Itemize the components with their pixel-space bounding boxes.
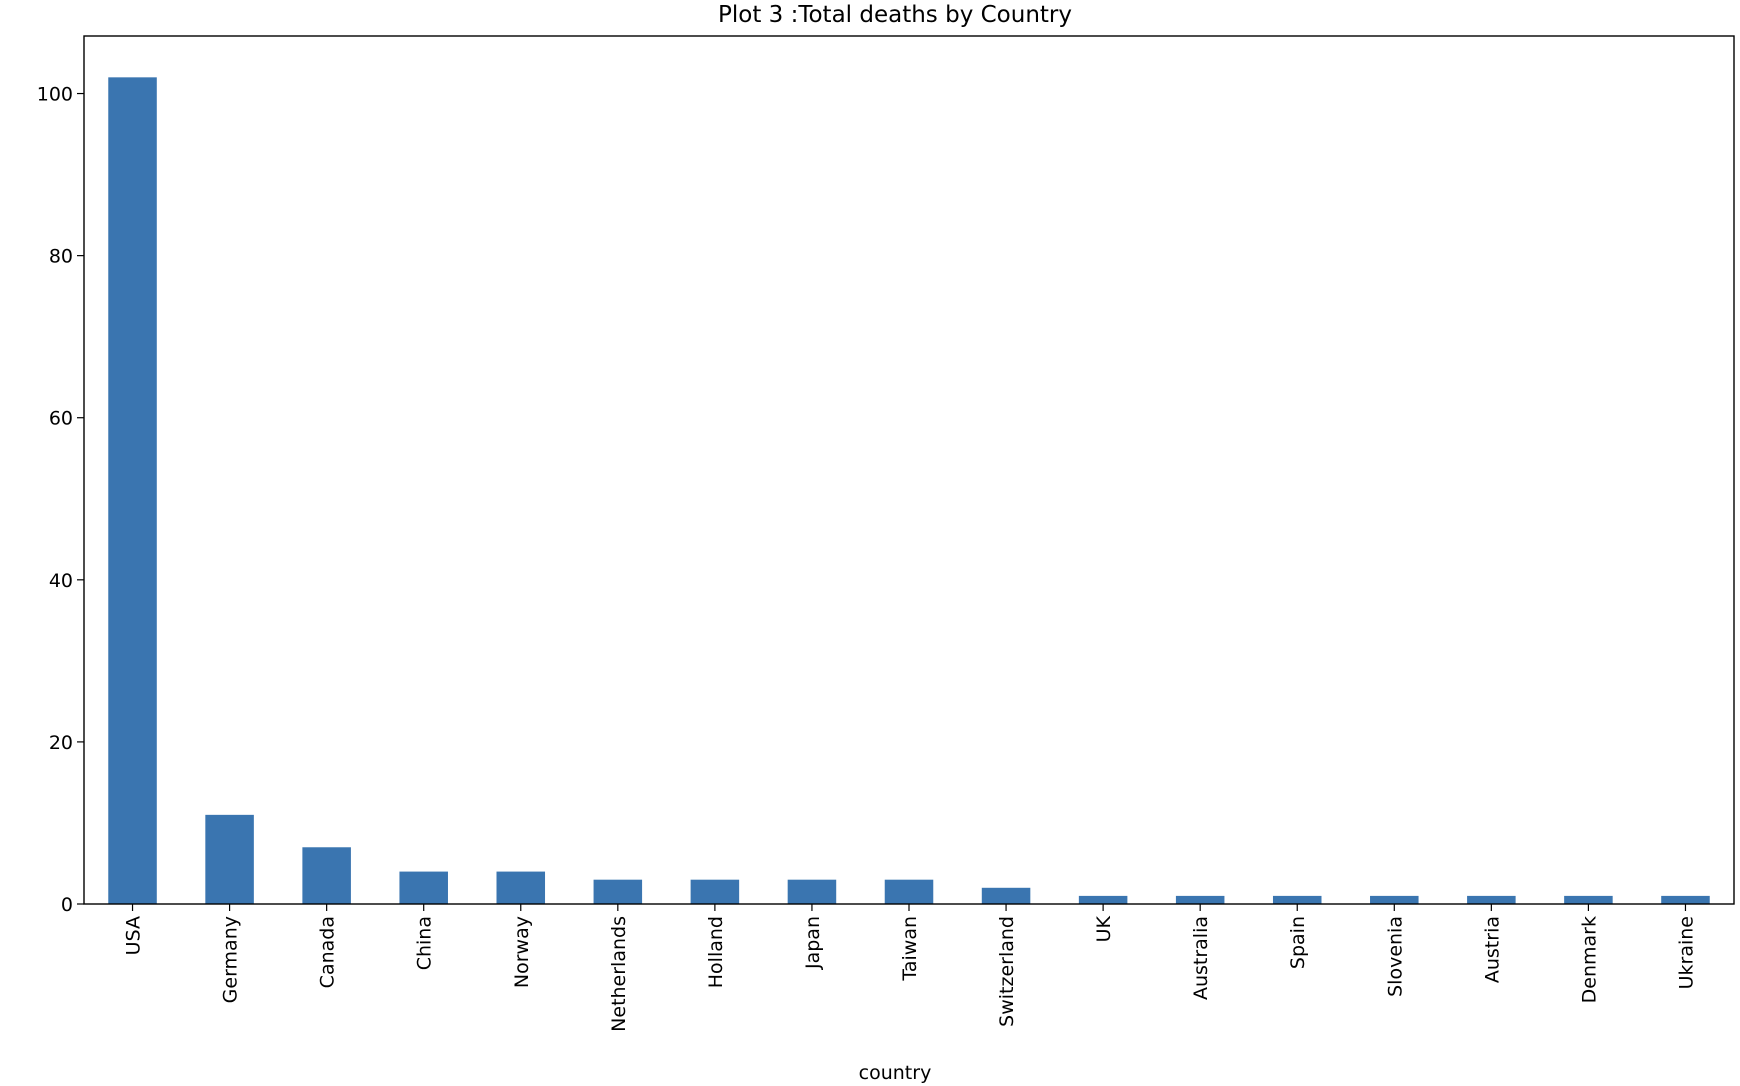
x-tick-label: Netherlands	[608, 916, 630, 1032]
y-tick-label: 20	[49, 732, 73, 754]
bar-china	[399, 871, 448, 904]
bar-ukraine	[1661, 895, 1710, 904]
x-tick-label: Canada	[317, 916, 339, 988]
x-tick-label: Norway	[511, 916, 533, 988]
x-axis-label: country	[859, 1062, 932, 1084]
chart-title: Plot 3 :Total deaths by Country	[718, 2, 1072, 28]
x-tick-label: China	[414, 916, 436, 970]
bar-slovenia	[1370, 895, 1419, 904]
x-tick-label: Germany	[220, 916, 242, 1003]
bar-japan	[787, 879, 837, 904]
bar-austria	[1467, 895, 1516, 904]
x-tick-label: Ukraine	[1675, 916, 1697, 989]
bar-uk	[1078, 895, 1128, 904]
bar-canada	[302, 847, 351, 904]
x-tick-label: USA	[123, 916, 145, 955]
x-tick-label: Australia	[1190, 916, 1212, 1000]
x-tick-label: Switzerland	[996, 916, 1018, 1027]
x-tick-label: Spain	[1287, 916, 1309, 969]
x-tick-label: Austria	[1481, 916, 1503, 983]
bars	[108, 77, 1710, 905]
bar-holland	[690, 879, 740, 904]
plot-frame	[83, 35, 1735, 905]
x-tick-label: Denmark	[1578, 916, 1600, 1003]
y-tick-label: 40	[49, 570, 73, 592]
bar-norway	[496, 871, 546, 904]
bar-taiwan	[884, 879, 934, 904]
x-tick-label: Slovenia	[1384, 916, 1406, 997]
y-tick-label: 80	[49, 246, 73, 268]
y-tick-label: 100	[37, 84, 73, 106]
x-tick-label: Taiwan	[899, 916, 921, 982]
x-tick-label: UK	[1093, 915, 1115, 942]
y-tick-label: 60	[49, 408, 73, 430]
x-tick-label: Holland	[705, 916, 727, 988]
bar-netherlands	[593, 879, 643, 904]
bar-denmark	[1564, 895, 1613, 904]
x-axis: USA Germany Canada China Norway Netherlands Ho…	[123, 904, 1697, 1032]
y-axis: 0 20 40 60 80 100	[37, 84, 84, 916]
bar-switzerland	[981, 887, 1031, 904]
bar-germany	[205, 814, 254, 904]
bar-spain	[1272, 895, 1322, 904]
bar-australia	[1175, 895, 1225, 904]
x-tick-label: Japan	[802, 916, 824, 970]
y-tick-label: 0	[61, 894, 73, 916]
bar-usa	[108, 77, 157, 905]
